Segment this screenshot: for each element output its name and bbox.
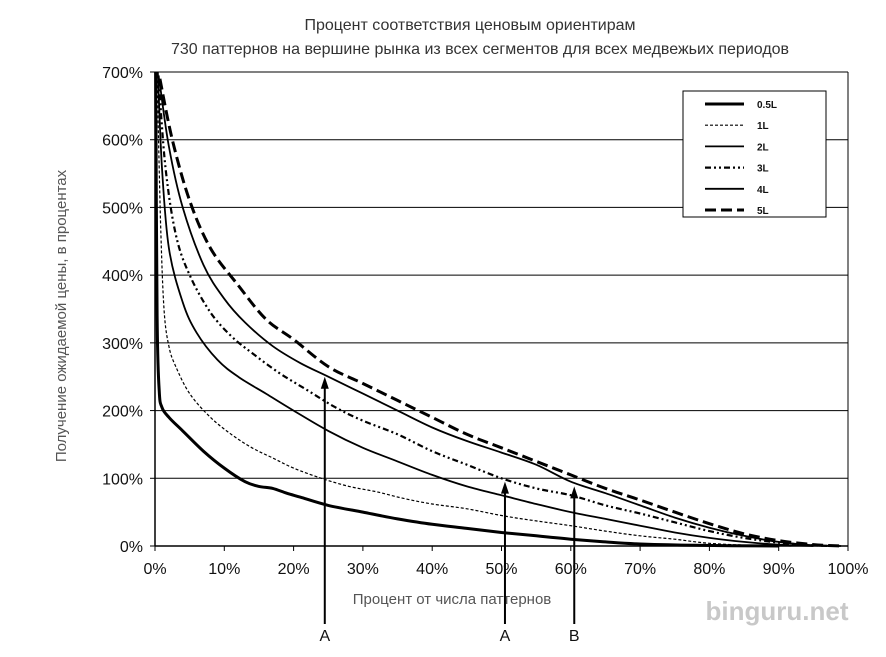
y-tick-label: 600% (102, 133, 143, 150)
series-line-1l (156, 75, 793, 547)
y-tick-label: 100% (102, 471, 143, 488)
legend-label-5l: 5L (757, 206, 769, 217)
series-line-3l (157, 75, 835, 548)
series-line-2l (156, 71, 814, 547)
y-tick-label: 300% (102, 336, 143, 353)
series-lines (154, 71, 842, 548)
x-tick-label: 100% (828, 561, 869, 578)
chart-subtitle: 730 паттернов на вершине рынка из всех с… (171, 41, 789, 58)
x-tick-label: 50% (485, 561, 517, 578)
y-axis-ticks: 0% 100% 200% 300% 400% 500% 600% 700% (102, 65, 155, 556)
watermark: binguru.net (706, 596, 849, 626)
legend-label-3l: 3L (757, 164, 769, 175)
legend-box (682, 90, 827, 218)
x-tick-label: 90% (763, 561, 795, 578)
legend: 0.5L 1L 2L 3L 4L 5L (682, 90, 827, 218)
x-tick-label: 30% (347, 561, 379, 578)
legend-label-1l: 1L (757, 121, 769, 132)
series-line-5l (158, 78, 842, 548)
legend-label-0-5l: 0.5L (757, 100, 777, 111)
marker-arrowhead (570, 486, 579, 499)
x-tick-label: 60% (555, 561, 587, 578)
legend-label-2l: 2L (757, 142, 769, 153)
x-tick-label: 40% (416, 561, 448, 578)
x-tick-label: 70% (624, 561, 656, 578)
x-axis-title: Процент от числа паттернов (353, 591, 552, 608)
series-line-4l (158, 78, 842, 547)
x-tick-label: 0% (143, 561, 166, 578)
marker-arrowhead (320, 376, 329, 389)
y-tick-label: 500% (102, 200, 143, 217)
x-tick-label: 10% (208, 561, 240, 578)
marker-arrowhead (500, 481, 509, 494)
x-tick-label: 20% (278, 561, 310, 578)
marker-label: B (569, 628, 580, 645)
y-tick-label: 400% (102, 268, 143, 285)
y-tick-label: 0% (120, 539, 143, 556)
y-tick-label: 700% (102, 65, 143, 82)
y-axis-title: Получение ожидаемой цены, в процентах (53, 169, 70, 462)
chart-title: Процент соответствия ценовым ориентирам (304, 17, 635, 34)
y-tick-label: 200% (102, 404, 143, 421)
x-axis-ticks: 0% 10% 20% 30% 40% 50% 60% 70% 80% 90% 100% (143, 546, 868, 578)
marker-label: A (500, 628, 511, 645)
marker-label: A (319, 628, 330, 645)
legend-label-4l: 4L (757, 185, 769, 196)
series-line-0-5l (154, 71, 779, 548)
x-tick-label: 80% (693, 561, 725, 578)
